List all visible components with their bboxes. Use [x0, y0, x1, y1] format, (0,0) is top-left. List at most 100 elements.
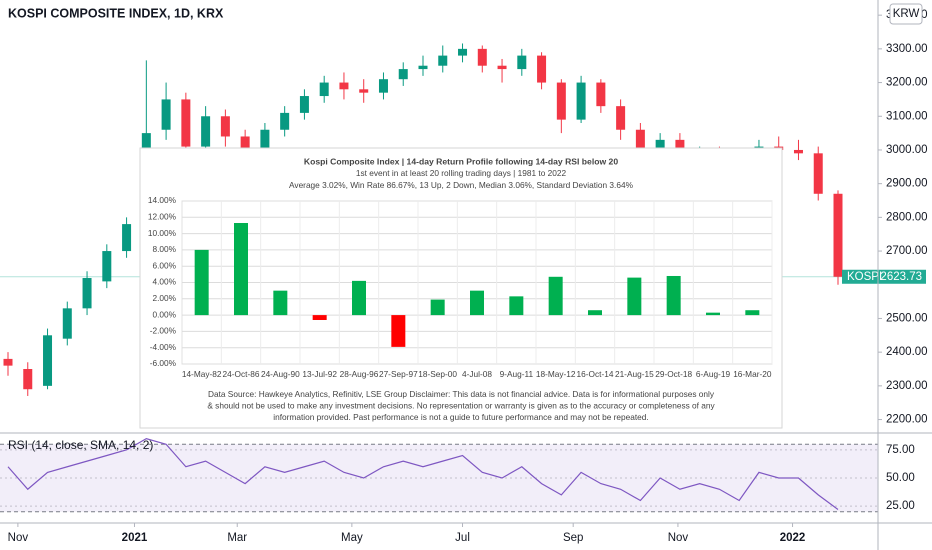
candle-body: [359, 89, 369, 93]
time-tick-label: Sep: [563, 532, 583, 544]
candle-body: [181, 99, 191, 147]
bar: [312, 315, 327, 320]
rsi-tick-label: 75.00: [886, 444, 915, 456]
y-tick-label: -6.00%: [150, 358, 177, 368]
candle-body: [102, 251, 112, 282]
x-tick-label: 13-Jul-92: [302, 369, 337, 379]
y-tick-label: 14.00%: [148, 195, 177, 205]
time-tick-label: Nov: [8, 532, 29, 544]
price-tick-label: 3300.00: [886, 43, 928, 55]
footnote: information provided. Past performance i…: [273, 412, 648, 422]
candle-body: [161, 99, 171, 130]
footnote: Data Source: Hawkeye Analytics, Refiniti…: [208, 389, 715, 399]
x-tick-label: 18-Sep-00: [418, 369, 457, 379]
candle-body: [596, 82, 606, 107]
rsi-band: [0, 444, 878, 512]
y-tick-label: 8.00%: [152, 244, 176, 254]
candle-body: [576, 82, 586, 120]
candle-body: [62, 308, 72, 339]
price-tick-label: 3000.00: [886, 144, 928, 156]
time-tick-label: Nov: [668, 532, 689, 544]
time-tick-label: Mar: [227, 532, 247, 544]
candle-body: [398, 69, 408, 80]
price-tick-label: 2700.00: [886, 245, 928, 257]
candle-body: [497, 65, 507, 70]
price-tick-label: 2500.00: [886, 312, 928, 324]
candle-body: [537, 55, 547, 83]
price-tick-label: 3100.00: [886, 110, 928, 122]
candle-body: [833, 193, 843, 277]
bar: [666, 275, 681, 316]
x-tick-label: 6-Aug-19: [696, 369, 731, 379]
rsi-tick-label: 25.00: [886, 500, 915, 512]
last-price-name: KOSPI: [847, 271, 882, 283]
rsi-title: RSI (14, close, SMA, 14, 2): [8, 438, 153, 452]
currency-button: [889, 3, 923, 25]
candle-body: [3, 358, 13, 366]
candle-body: [201, 116, 211, 147]
candle-body: [43, 335, 53, 386]
candle-body: [477, 48, 487, 66]
inset-subtitle: 1st event in at least 20 rolling trading…: [356, 168, 567, 178]
y-tick-label: -4.00%: [150, 342, 177, 352]
inset-chart: Kospi Composite Index | 14-day Return Pr…: [139, 147, 783, 429]
bar: [391, 315, 406, 347]
candle-body: [339, 82, 349, 90]
candle-body: [260, 129, 270, 154]
y-tick-label: 2.00%: [152, 293, 176, 303]
bar: [234, 223, 248, 316]
time-tick-label: May: [341, 532, 363, 544]
bar: [627, 277, 642, 316]
bar: [352, 280, 366, 316]
last-price-value: 2623.73: [880, 271, 922, 283]
x-tick-label: 18-May-12: [536, 369, 576, 379]
y-tick-label: 10.00%: [148, 228, 177, 238]
time-tick-label: Jul: [455, 532, 470, 544]
x-tick-label: 24-Aug-90: [261, 369, 300, 379]
candle-body: [616, 106, 626, 130]
price-pane: 2200.00 2300.00 2400.00 2500.00 2700.00 2800.…: [0, 3, 928, 544]
price-tick-label: 3200.00: [886, 77, 928, 89]
candle-body: [299, 96, 309, 113]
bar: [273, 290, 288, 316]
bar: [588, 310, 602, 316]
bar: [706, 312, 720, 316]
y-tick-label: 6.00%: [152, 260, 176, 270]
price-tick-label: 2200.00: [886, 414, 928, 426]
time-tick-label: 2022: [780, 532, 806, 544]
candle-body: [556, 82, 566, 120]
y-tick-label: -2.00%: [150, 326, 177, 336]
candle-body: [438, 55, 448, 66]
x-tick-label: 28-Aug-96: [340, 369, 379, 379]
candle-body: [793, 149, 803, 154]
candle-body: [319, 82, 329, 97]
candle-body: [635, 129, 645, 157]
x-tick-label: 29-Oct-18: [655, 369, 692, 379]
bar: [548, 276, 563, 316]
currency-label: KRW: [893, 8, 920, 20]
candle-body: [82, 278, 92, 309]
inset-stats: Average 3.02%, Win Rate 86.67%, 13 Up, 2…: [289, 180, 634, 190]
x-tick-label: 24-Oct-86: [223, 369, 260, 379]
footnote: & should not be used to make any investm…: [207, 401, 715, 411]
x-tick-label: 14-May-82: [182, 369, 222, 379]
candle-body: [23, 369, 33, 390]
last-price-box: [842, 269, 926, 284]
x-tick-label: 27-Sep-97: [379, 369, 418, 379]
candle-body: [122, 224, 132, 252]
rsi-line: [7, 437, 839, 510]
bar: [430, 299, 445, 316]
bar: [509, 296, 524, 316]
x-tick-label: 16-Mar-20: [733, 369, 772, 379]
candle-body: [240, 136, 250, 154]
price-tick-label: 2900.00: [886, 178, 928, 190]
price-tick-label: 2800.00: [886, 211, 928, 223]
bar: [194, 249, 209, 316]
candle-body: [458, 48, 468, 56]
bar: [745, 310, 760, 316]
x-tick-label: 9-Aug-11: [500, 369, 534, 379]
x-tick-label: 16-Oct-14: [577, 369, 614, 379]
chart-title: KOSPI COMPOSITE INDEX, 1D, KRX: [8, 6, 224, 20]
price-tick-label: 2400.00: [886, 346, 928, 358]
